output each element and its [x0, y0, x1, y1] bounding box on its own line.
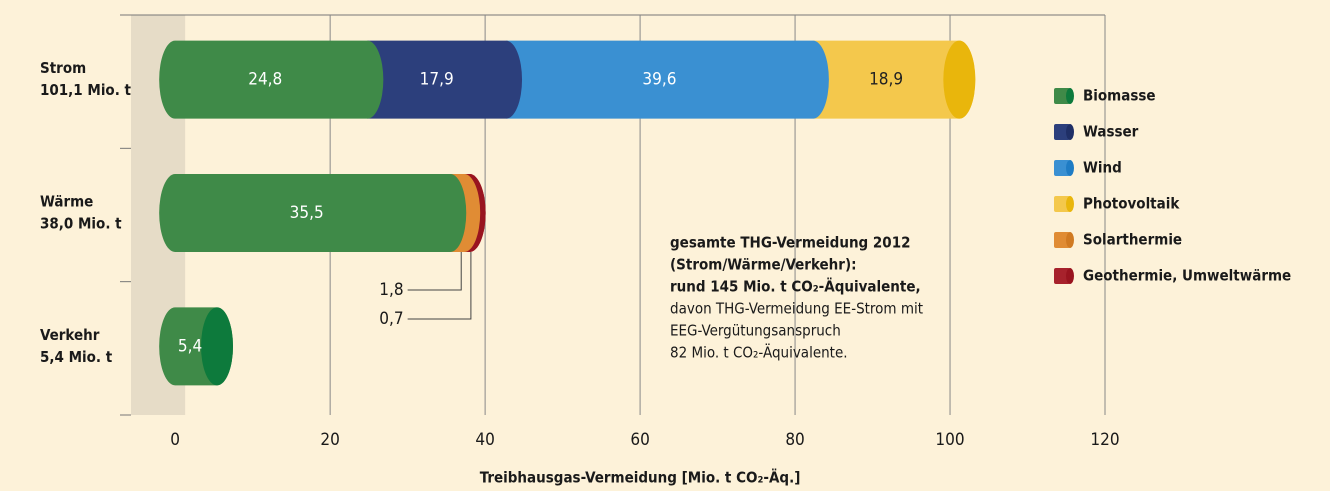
value-label: 1,8	[379, 280, 403, 300]
x-tick-label: 20	[320, 430, 339, 450]
x-tick-label: 40	[475, 430, 494, 450]
annotation-bold: gesamte THG-Vermeidung 2012	[670, 234, 910, 252]
category-total: 101,1 Mio. t	[40, 81, 132, 99]
legend-label: Biomasse	[1083, 87, 1156, 105]
bar-end-cap	[201, 307, 234, 386]
value-label: 0,7	[379, 309, 403, 329]
legend-swatch	[1054, 160, 1070, 176]
x-tick-label: 60	[630, 430, 649, 450]
legend-swatch	[1054, 196, 1070, 212]
legend-swatch-cap	[1066, 88, 1074, 104]
bar-end-cap	[943, 40, 976, 119]
legend-label: Wasser	[1083, 123, 1139, 141]
value-label: 39,6	[642, 70, 676, 90]
bar-segment	[506, 40, 829, 119]
leader-line	[407, 252, 472, 320]
annotation: 82 Mio. t CO₂-Äquivalente.	[670, 343, 848, 362]
legend-label: Photovoltaik	[1083, 195, 1180, 213]
bar-segment	[367, 40, 523, 119]
category-total: 5,4 Mio. t	[40, 348, 113, 366]
legend-swatch-cap	[1066, 232, 1074, 248]
legend-swatch-cap	[1066, 268, 1074, 284]
category-label: Verkehr	[40, 326, 100, 344]
legend-swatch	[1054, 88, 1070, 104]
value-label: 24,8	[248, 70, 282, 90]
legend-label: Geothermie, Umweltwärme	[1083, 267, 1291, 285]
legend-swatch-cap	[1066, 160, 1074, 176]
x-tick-label: 80	[785, 430, 804, 450]
leader-line	[407, 252, 462, 291]
annotation-bold: rund 145 Mio. t CO₂-Äquivalente,	[670, 277, 921, 296]
category-label: Strom	[40, 59, 86, 77]
legend-swatch	[1054, 124, 1070, 140]
legend-label: Solarthermie	[1083, 231, 1182, 249]
category-label: Wärme	[40, 193, 93, 211]
value-label: 35,5	[290, 203, 324, 223]
legend-swatch-cap	[1066, 124, 1074, 140]
bar-segment	[159, 40, 384, 119]
x-tick-label: 0	[170, 430, 180, 450]
x-tick-label: 100	[935, 430, 964, 450]
legend-swatch-cap	[1066, 196, 1074, 212]
value-label: 5,4	[178, 336, 202, 356]
value-label: 17,9	[420, 70, 454, 90]
legend-swatch	[1054, 268, 1070, 284]
annotation: davon THG-Vermeidung EE-Strom mit	[670, 300, 923, 318]
value-label: 18,9	[869, 70, 903, 90]
category-total: 38,0 Mio. t	[40, 215, 122, 233]
annotation-bold: (Strom/Wärme/Verkehr):	[670, 256, 857, 274]
x-axis-label: Treibhausgas-Vermeidung [Mio. t CO₂-Äq.]	[480, 468, 801, 487]
bar-segment	[159, 174, 467, 252]
legend-label: Wind	[1083, 159, 1122, 177]
bar-segment	[812, 40, 976, 119]
x-tick-label: 120	[1090, 430, 1119, 450]
legend-swatch	[1054, 232, 1070, 248]
annotation: EEG-Vergütungsanspruch	[670, 322, 841, 340]
